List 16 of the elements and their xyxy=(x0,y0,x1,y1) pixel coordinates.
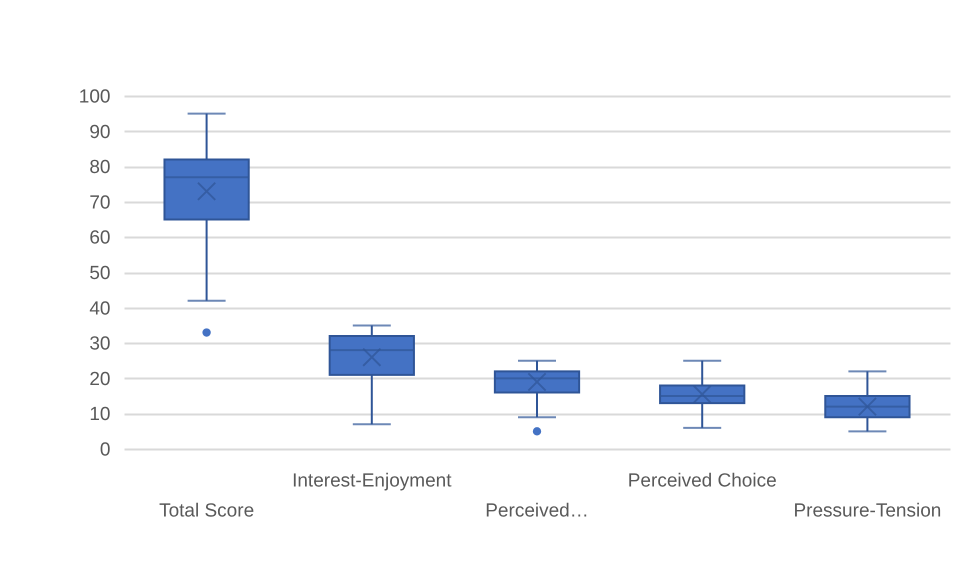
x-tick-label: Perceived… xyxy=(485,500,589,522)
y-tick-label: 10 xyxy=(89,404,110,426)
x-tick-label: Interest-Enjoyment xyxy=(292,470,452,492)
x-tick-label: Perceived Choice xyxy=(628,470,777,492)
y-tick-label: 20 xyxy=(89,368,110,390)
y-tick-label: 50 xyxy=(89,263,110,284)
y-tick-label: 100 xyxy=(78,86,110,108)
y-tick-label: 30 xyxy=(89,334,110,355)
y-tick-label: 60 xyxy=(89,228,110,249)
x-tick-label: Total Score xyxy=(159,500,254,522)
y-tick-label: 90 xyxy=(89,122,110,143)
y-tick-label: 70 xyxy=(89,192,110,214)
y-tick-label: 40 xyxy=(89,298,110,320)
x-tick-label: Pressure-Tension xyxy=(793,500,942,522)
y-tick-label: 80 xyxy=(89,157,110,178)
y-tick-label: 0 xyxy=(100,440,110,460)
